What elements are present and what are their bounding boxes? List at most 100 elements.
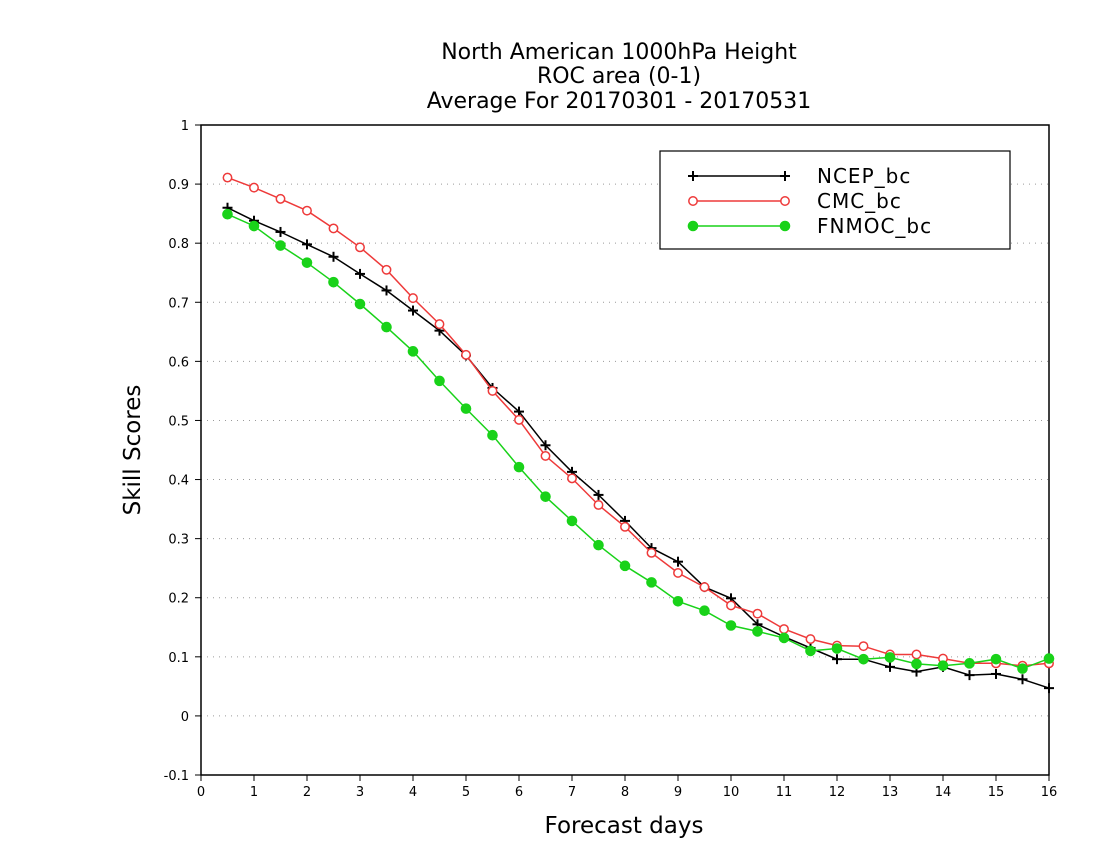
y-tick-label: 0.5	[168, 414, 189, 429]
y-tick-label: -0.1	[164, 769, 189, 784]
x-axis-label: Forecast days	[545, 813, 704, 839]
x-tick-label: 11	[776, 785, 793, 800]
legend-marker-start	[688, 196, 698, 206]
data-point-ncep-bc	[1044, 683, 1054, 694]
y-tick-label: 1	[181, 119, 189, 134]
x-tick-label: 4	[409, 785, 417, 800]
data-point-cmc-bc	[487, 385, 498, 396]
series-layer	[222, 172, 1055, 694]
x-tick-label: 0	[197, 785, 205, 800]
data-point-fnmoc-bc	[911, 658, 922, 670]
data-point-fnmoc-bc	[275, 240, 286, 251]
data-point-ncep-bc	[673, 556, 683, 567]
y-tick-label: 0.3	[168, 533, 189, 548]
data-point-ncep-bc	[302, 239, 312, 250]
data-point-cmc-bc	[540, 450, 551, 461]
title-line-1: North American 1000hPa Height	[441, 40, 797, 65]
data-point-cmc-bc	[461, 349, 471, 360]
series-line-fnmoc-bc	[227, 213, 1050, 670]
data-point-fnmoc-bc	[328, 276, 339, 288]
x-tick-label: 9	[674, 785, 682, 800]
data-point-fnmoc-bc	[884, 652, 896, 663]
data-point-fnmoc-bc	[964, 658, 975, 669]
grid	[201, 183, 1049, 717]
data-point-cmc-bc	[355, 242, 365, 253]
data-point-fnmoc-bc	[699, 605, 710, 617]
x-tick-label: 5	[462, 785, 470, 800]
data-point-ncep-bc	[1017, 674, 1028, 685]
data-point-fnmoc-bc	[752, 626, 763, 637]
data-point-cmc-bc	[673, 567, 683, 578]
data-point-fnmoc-bc	[1017, 663, 1028, 674]
data-point-ncep-bc	[408, 305, 418, 316]
data-point-fnmoc-bc	[646, 577, 657, 588]
y-tick-label: 0.7	[168, 296, 189, 311]
data-point-fnmoc-bc	[858, 653, 869, 665]
legend-marker-end	[779, 220, 791, 232]
data-point-cmc-bc	[911, 649, 922, 660]
data-point-cmc-bc	[302, 205, 312, 216]
series-fnmoc-bc	[222, 208, 1055, 674]
legend-item-cmc-bc: CMC_bc	[688, 189, 902, 213]
x-tick-label: 12	[829, 785, 846, 800]
data-point-fnmoc-bc	[354, 298, 366, 310]
series-cmc-bc	[222, 172, 1054, 671]
data-point-ncep-bc	[991, 668, 1001, 679]
data-point-cmc-bc	[222, 172, 233, 183]
y-tick-label: 0.4	[168, 474, 189, 489]
x-tick-label: 6	[515, 785, 523, 800]
legend-marker-start	[687, 220, 699, 232]
x-tick-label: 15	[988, 785, 1005, 800]
data-point-fnmoc-bc	[805, 645, 816, 657]
legend-marker-start	[688, 171, 698, 181]
data-point-cmc-bc	[858, 641, 869, 652]
series-line-cmc-bc	[227, 176, 1050, 667]
data-point-fnmoc-bc	[831, 643, 843, 654]
legend-item-fnmoc-bc: FNMOC_bc	[687, 214, 931, 238]
title-line-3: Average For 20170301 - 20170531	[427, 89, 812, 114]
data-point-fnmoc-bc	[1043, 653, 1055, 664]
data-point-fnmoc-bc	[301, 257, 313, 268]
legend-label: CMC_bc	[817, 189, 902, 213]
data-point-cmc-bc	[699, 582, 710, 593]
x-axis: 0 1 2 3 4 5 6 7 8 9 10 11 12 13 14 15 16	[197, 775, 1057, 800]
data-point-fnmoc-bc	[540, 491, 551, 502]
data-point-fnmoc-bc	[672, 595, 684, 607]
data-point-fnmoc-bc	[222, 208, 233, 220]
legend-item-ncep-bc: NCEP_bc	[688, 164, 910, 188]
x-tick-label: 8	[621, 785, 629, 800]
data-point-cmc-bc	[726, 600, 736, 611]
x-tick-label: 13	[882, 785, 899, 800]
x-tick-label: 3	[356, 785, 364, 800]
y-tick-label: 0.6	[168, 355, 189, 370]
data-point-fnmoc-bc	[593, 539, 604, 551]
data-point-fnmoc-bc	[381, 321, 392, 333]
y-tick-label: 0	[181, 710, 189, 725]
data-point-ncep-bc	[275, 226, 286, 237]
data-point-fnmoc-bc	[513, 461, 525, 473]
data-point-fnmoc-bc	[619, 560, 631, 572]
x-tick-label: 7	[568, 785, 576, 800]
data-point-cmc-bc	[434, 319, 445, 330]
data-point-ncep-bc	[328, 251, 339, 262]
legend-box	[659, 150, 1011, 250]
data-point-cmc-bc	[620, 521, 630, 532]
y-tick-label: 0.2	[168, 592, 189, 607]
data-point-fnmoc-bc	[460, 403, 472, 414]
y-tick-label: 0.8	[168, 237, 189, 252]
data-point-ncep-bc	[355, 268, 365, 279]
y-tick-label: 0.9	[168, 178, 189, 193]
y-tick-label: 0.1	[168, 651, 189, 666]
chart-title: North American 1000hPa Height ROC area (…	[427, 40, 812, 114]
data-point-fnmoc-bc	[566, 515, 578, 527]
data-point-fnmoc-bc	[725, 620, 737, 631]
data-point-cmc-bc	[567, 473, 577, 484]
y-axis: 1 0.9 0.8 0.7 0.6 0.5 0.4 0.3 0.2 0.1 0 -0.1	[164, 119, 201, 784]
data-point-cmc-bc	[275, 193, 286, 204]
data-point-fnmoc-bc	[778, 632, 790, 644]
legend-marker-end	[780, 171, 790, 181]
x-tick-label: 2	[303, 785, 311, 800]
data-point-ncep-bc	[593, 489, 604, 500]
